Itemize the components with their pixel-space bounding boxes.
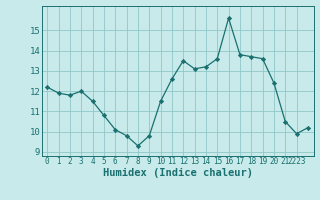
X-axis label: Humidex (Indice chaleur): Humidex (Indice chaleur) bbox=[103, 168, 252, 178]
